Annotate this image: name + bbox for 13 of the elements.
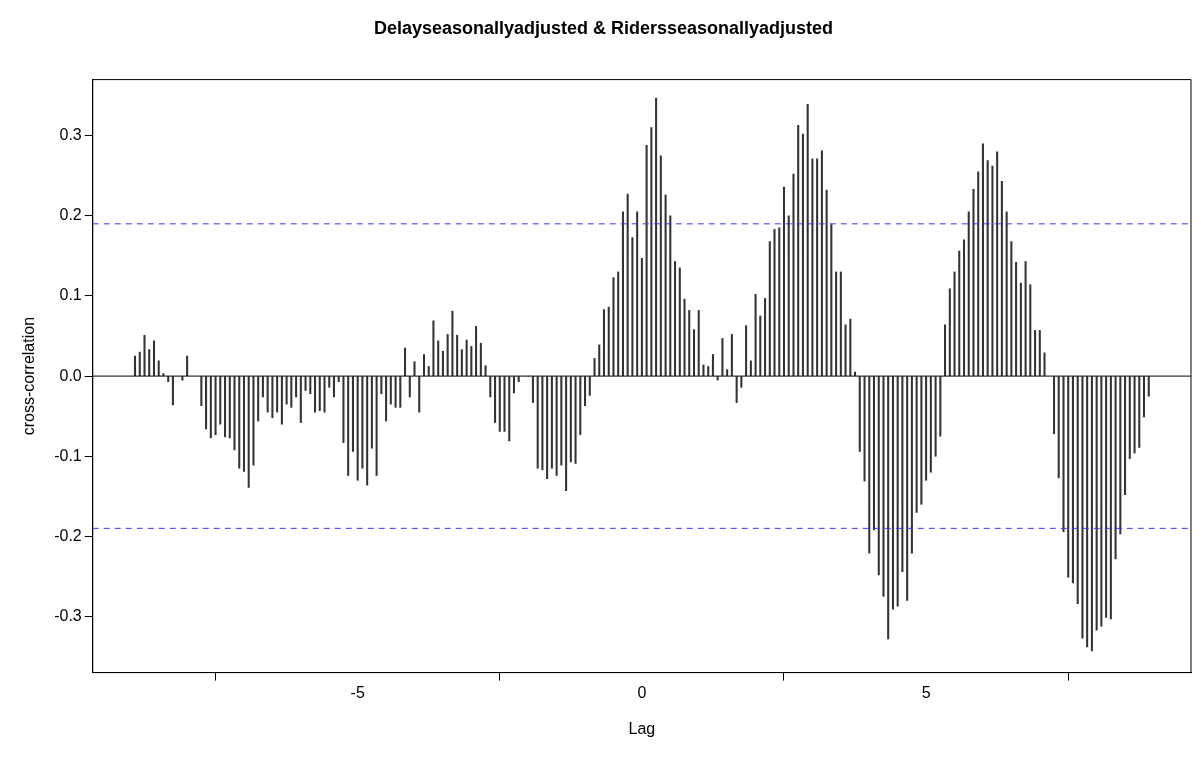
chart-title: Delayseasonallyadjusted & Ridersseasonallyadjusted: [373, 17, 834, 38]
x-axis-title: Lag: [628, 719, 656, 737]
x-tick-label: 0: [637, 683, 647, 701]
y-tick-label: -0.1: [54, 446, 82, 464]
y-tick-label: -0.2: [54, 526, 82, 544]
x-tick-label: -5: [350, 683, 365, 701]
x-tick-label: 5: [921, 683, 931, 701]
y-tick-label: -0.3: [54, 606, 82, 624]
y-axis-title: cross-correlation: [20, 316, 38, 436]
y-tick-label: 0.1: [59, 286, 82, 304]
y-tick-label: 0.0: [59, 366, 82, 384]
y-tick-label: 0.3: [59, 126, 82, 144]
y-tick-label: 0.2: [59, 206, 82, 224]
